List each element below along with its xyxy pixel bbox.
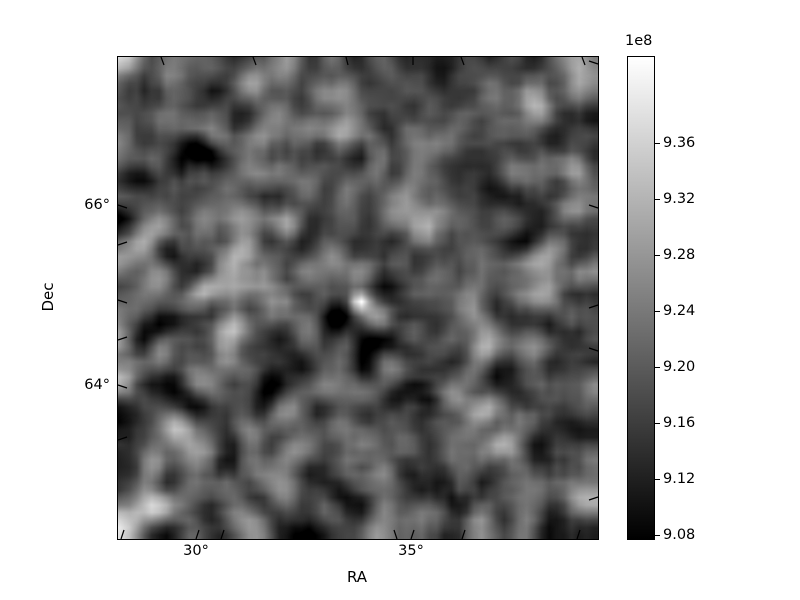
- colorbar-label-936: 9.36: [663, 135, 696, 151]
- colorbar-label-908: 9.08: [663, 527, 696, 543]
- colorbar-tick-mark: [654, 423, 660, 424]
- colorbar[interactable]: [627, 56, 655, 540]
- colorbar-tick-mark: [654, 311, 660, 312]
- colorbar-label-924: 9.24: [663, 303, 696, 319]
- ytick-label-64: 64°: [84, 377, 110, 393]
- colorbar-tick-mark: [654, 535, 660, 536]
- colorbar-tick-mark: [654, 199, 660, 200]
- colorbar-label-920: 9.20: [663, 359, 696, 375]
- y-axis-label: Dec: [39, 282, 57, 312]
- colorbar-tick-mark: [654, 367, 660, 368]
- sky-image-axes[interactable]: [117, 56, 599, 540]
- xtick-label-35: 35°: [398, 543, 424, 559]
- colorbar-label-916: 9.16: [663, 415, 696, 431]
- colorbar-tick-mark: [654, 255, 660, 256]
- x-axis-label: RA: [346, 568, 368, 586]
- colorbar-label-912: 9.12: [663, 471, 696, 487]
- colorbar-label-932: 9.32: [663, 191, 696, 207]
- colorbar-tick-mark: [654, 143, 660, 144]
- colorbar-offset-label: 1e8: [625, 33, 653, 49]
- ytick-label-66: 66°: [84, 197, 110, 213]
- colorbar-label-928: 9.28: [663, 247, 696, 263]
- colorbar-tick-mark: [654, 479, 660, 480]
- xtick-label-30: 30°: [183, 543, 209, 559]
- sky-image-heatmap: [118, 57, 598, 539]
